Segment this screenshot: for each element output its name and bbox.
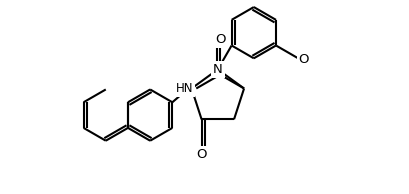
Text: O: O xyxy=(214,33,225,46)
Text: N: N xyxy=(212,63,222,76)
Text: O: O xyxy=(196,148,206,161)
Text: O: O xyxy=(298,53,308,66)
Text: HN: HN xyxy=(175,82,193,95)
